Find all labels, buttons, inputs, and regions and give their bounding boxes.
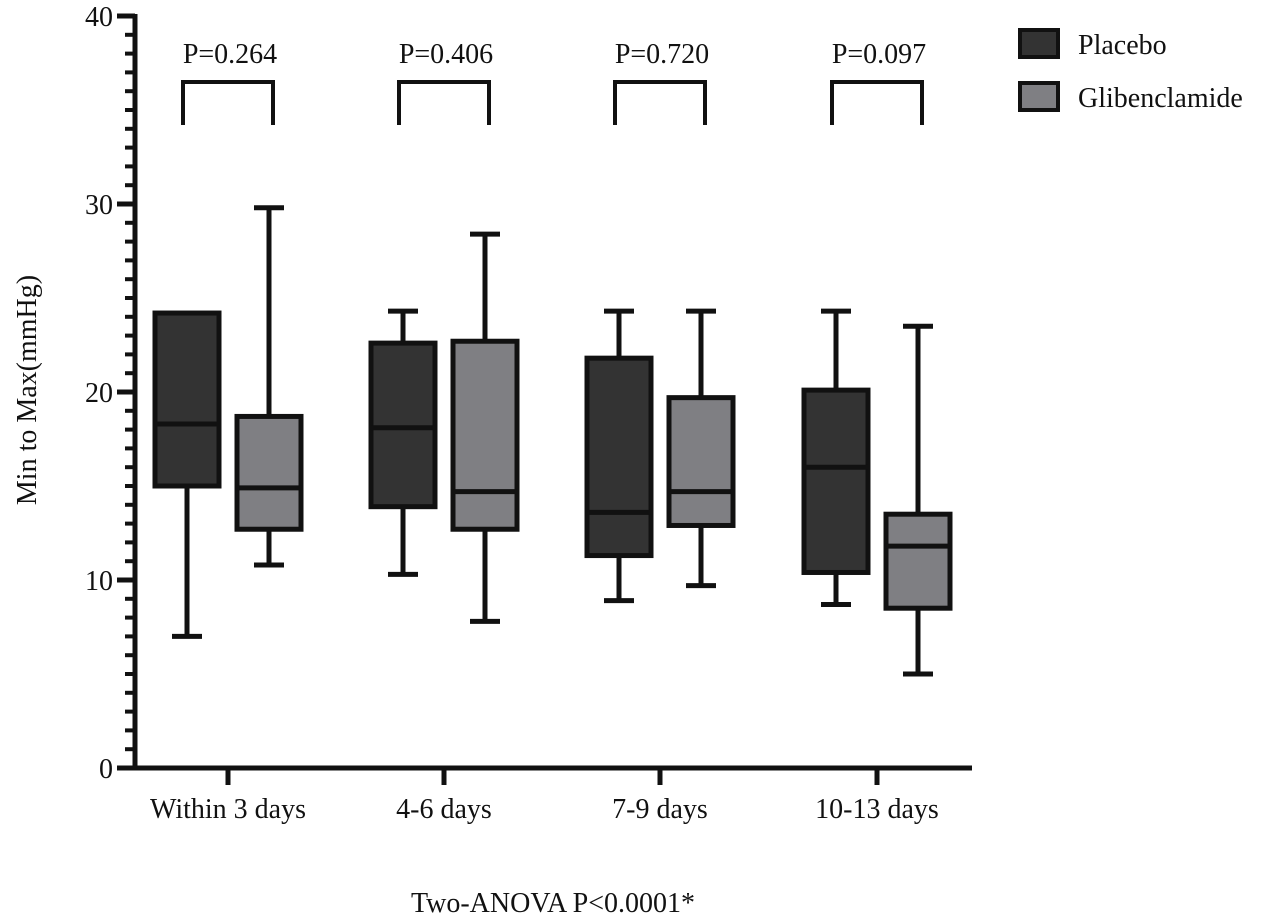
x-category-label: Within 3 days [150,794,306,825]
iqr-box [152,310,222,489]
box [450,231,520,624]
legend: Placebo Glibenclamide [1018,28,1243,114]
p-value-label: P=0.264 [183,39,277,70]
y-tick-label: 30 [85,190,113,221]
box [801,308,871,607]
iqr-box [801,387,871,575]
y-tick-label: 0 [99,754,113,785]
x-category-label: 10-13 days [815,794,939,825]
series-glibenclamide [234,205,953,677]
iqr-box [234,413,304,532]
box [152,310,222,639]
comparison-bracket [397,80,491,125]
x-axis: Within 3 days 4-6 days 7-9 days 10-13 days [133,765,972,825]
box [368,308,438,577]
y-axis-title: Min to Max(mmHg) [12,275,43,505]
iqr-box [450,338,520,532]
p-value-label: P=0.097 [832,39,926,70]
legend-item: Glibenclamide [1018,81,1243,114]
y-tick-label: 20 [85,378,113,409]
legend-label: Placebo [1078,30,1167,61]
comparison-bracket [181,80,275,125]
iqr-box [584,355,654,559]
x-category-label: 4-6 days [396,794,492,825]
iqr-box [368,340,438,510]
box [234,205,304,568]
legend-swatch [1018,28,1060,59]
iqr-box [883,511,953,611]
legend-item: Placebo [1018,28,1167,61]
box-series [152,205,953,677]
p-value-label: P=0.720 [615,39,709,70]
comparison-bracket [613,80,707,125]
comparison-bracket [830,80,924,125]
box [666,308,736,589]
anova-footnote: Two-ANOVA P<0.0001* [411,888,695,919]
iqr-box [666,395,736,528]
p-value-label: P=0.406 [399,39,493,70]
comparison-brackets: P=0.264 P=0.406 P=0.720 P=0.097 [181,39,926,125]
y-tick-label: 10 [85,566,113,597]
box [584,308,654,604]
legend-label: Glibenclamide [1078,83,1243,114]
legend-swatch [1018,81,1060,112]
series-placebo [152,308,871,639]
y-axis: 0 10 20 30 40 [85,2,138,785]
box [883,323,953,677]
y-tick-label: 40 [85,2,113,33]
x-category-label: 7-9 days [612,794,708,825]
